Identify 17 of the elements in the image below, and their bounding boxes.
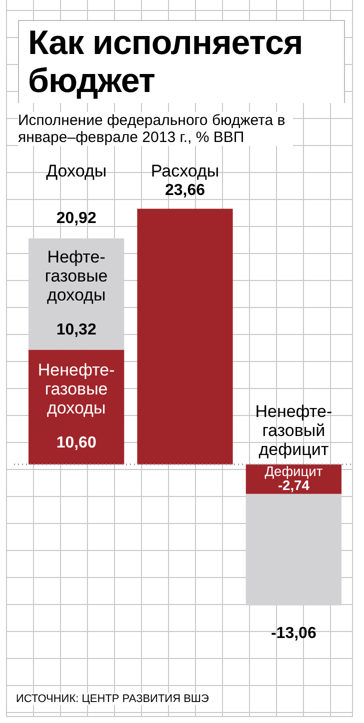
total-label: 20,92 xyxy=(56,210,96,227)
annotation: Дефицит xyxy=(264,464,324,480)
x-tick-label: Доходы xyxy=(46,162,107,181)
bar xyxy=(137,208,233,464)
data-label: 10,60 xyxy=(56,434,96,452)
data-label: 10,32 xyxy=(56,322,96,339)
data-label: -2,74 xyxy=(278,478,310,493)
chart-subtitle: Исполнение федерального бюджета в январе–феврале 2013 г., % ВВП xyxy=(18,112,293,146)
chart-title: Как исполняется бюджет xyxy=(28,24,304,100)
data-label: 23,66 xyxy=(164,182,206,200)
annotation: Ненефте-газовые доходы xyxy=(38,360,115,418)
annotation: Нефте-газовые доходы xyxy=(44,248,108,305)
total-label: -13,06 xyxy=(270,624,316,642)
x-tick-label: Ненефте-газовый дефицит xyxy=(255,402,332,459)
text: ИСТОЧНИК: ЦЕНТР РАЗВИТИЯ ВШЭ xyxy=(16,693,209,705)
x-tick-label: Расходы xyxy=(150,162,220,181)
bar xyxy=(246,494,342,606)
